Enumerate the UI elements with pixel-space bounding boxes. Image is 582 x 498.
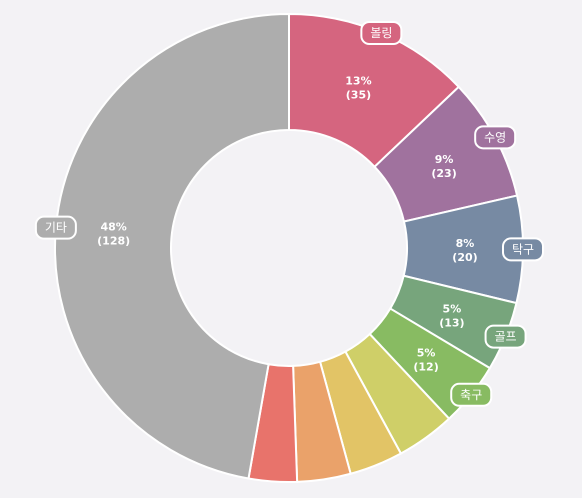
slice-percent-label: 5% [417,346,436,359]
category-tag-label: 탁구 [512,242,534,256]
category-tag-4: 축구 [450,382,493,407]
slice-percent-label: 13% [345,74,371,87]
slice-percent-label: 5% [443,303,462,316]
category-tag-box [484,324,527,349]
category-tag-3: 골프 [484,324,527,349]
donut-slice-9[interactable] [54,12,290,480]
category-tag-label: 수영 [484,130,506,144]
slice-percent-label: 8% [456,237,475,250]
category-tag-box [34,215,77,240]
slice-count-label: (23) [431,167,456,180]
slice-count-label: (35) [346,88,371,101]
slice-percent-label: 9% [435,153,454,166]
category-tag-0: 볼링 [360,20,403,45]
category-tag-9: 기타 [34,215,77,240]
category-tag-1: 수영 [474,125,517,150]
category-tag-2: 탁구 [501,237,544,262]
category-tag-label: 기타 [45,221,67,235]
category-tag-label: 골프 [495,330,517,344]
slice-percent-label: 48% [100,221,126,234]
category-tag-box [360,20,403,45]
category-tag-box [501,237,544,262]
slice-count-label: (128) [97,235,130,248]
slice-count-label: (12) [413,360,438,373]
category-tag-box [450,382,493,407]
slice-count-label: (13) [439,317,464,330]
category-tag-box [474,125,517,150]
slice-count-label: (20) [452,251,477,264]
category-tag-label: 축구 [460,388,482,402]
category-tag-label: 볼링 [370,26,392,40]
